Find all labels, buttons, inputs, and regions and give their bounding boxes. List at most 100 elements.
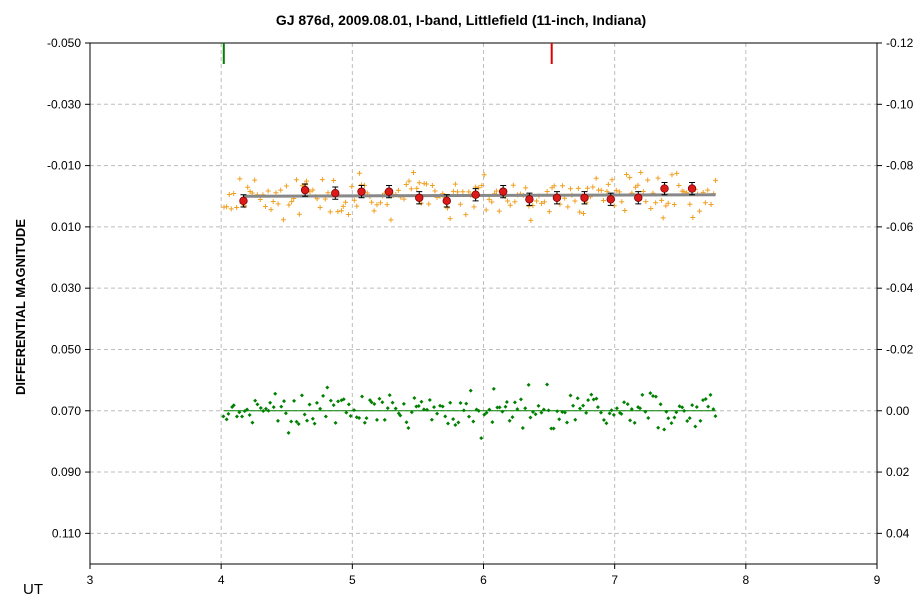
target-point [580,211,586,217]
target-point [414,185,420,191]
target-point [444,205,450,211]
check-point [651,393,656,398]
y2-tick-label: -0.10 [886,97,914,111]
target-point [702,200,708,206]
target-point [512,199,518,205]
target-point [224,204,230,210]
check-point [467,414,472,419]
check-point [419,399,424,404]
check-point [286,430,291,435]
target-point [293,177,299,183]
check-point [427,397,432,402]
y-tick-label: 0.030 [51,281,81,295]
target-point [339,208,345,214]
check-point [314,400,319,405]
target-point [539,200,545,206]
target-point [471,204,477,210]
check-point [432,405,437,410]
check-point [398,413,403,418]
target-point [374,202,380,208]
check-point [614,406,619,411]
binned-point [498,187,508,196]
check-point [515,407,520,412]
check-point [693,424,698,429]
check-point [586,398,591,403]
binned-point [357,187,366,196]
target-point [690,215,696,221]
check-point [536,403,541,408]
check-point [507,418,512,423]
check-point [565,420,570,425]
check-point [240,414,245,419]
target-point [226,192,232,198]
binned-series [239,181,697,208]
check-point [568,393,573,398]
target-point [653,200,659,206]
target-point [257,196,263,202]
check-point [323,414,328,419]
check-point [341,397,346,402]
check-point [255,402,260,407]
target-point [551,183,557,189]
target-point [616,189,622,195]
target-point [335,209,341,215]
check-point [504,399,509,404]
target-point [310,187,316,193]
check-point [549,426,554,431]
check-point [468,388,473,393]
check-point [416,403,421,408]
check-point [484,410,489,415]
binned-point [384,187,394,196]
check-point [456,420,461,425]
check-point [648,391,653,396]
target-point [598,187,604,193]
check-point [377,396,382,401]
binned-point [660,184,669,193]
check-point [706,404,711,409]
check-point [526,382,531,387]
check-point [401,401,406,406]
target-point [356,170,362,176]
check-point [622,400,627,405]
y2-tick-label: 0.02 [886,465,910,479]
target-point [640,189,646,195]
target-point [544,188,550,194]
target-point [624,171,630,177]
target-point [234,205,240,211]
target-point [528,217,534,223]
check-point [289,419,294,424]
check-point [231,403,236,408]
check-point [694,404,699,409]
check-point [698,418,703,423]
check-point [310,416,315,421]
check-point [458,400,463,405]
check-point [520,426,525,431]
target-point [604,188,610,194]
target-point [638,170,644,176]
check-point [443,414,448,419]
target-point [660,215,666,221]
check-point [638,406,643,411]
check-point [672,415,677,420]
target-point [457,201,463,207]
target-point [273,190,279,196]
check-point [312,421,317,426]
check-point [374,417,379,422]
check-point [307,402,312,407]
check-point [406,425,411,430]
target-point [463,212,469,218]
check-point [279,404,284,409]
check-point [333,420,338,425]
target-point [426,201,432,207]
check-point [584,410,589,415]
y-tick-label: 0.110 [52,526,81,540]
target-point [600,197,606,203]
target-point [349,184,355,190]
target-point [572,198,578,204]
y-axis-label: DIFFERENTIAL MAGNITUDE [13,219,28,395]
x-tick-label: 4 [218,573,225,587]
check-point [658,402,663,407]
check-point [390,400,395,405]
check-point [646,416,651,421]
check-point [446,421,451,426]
